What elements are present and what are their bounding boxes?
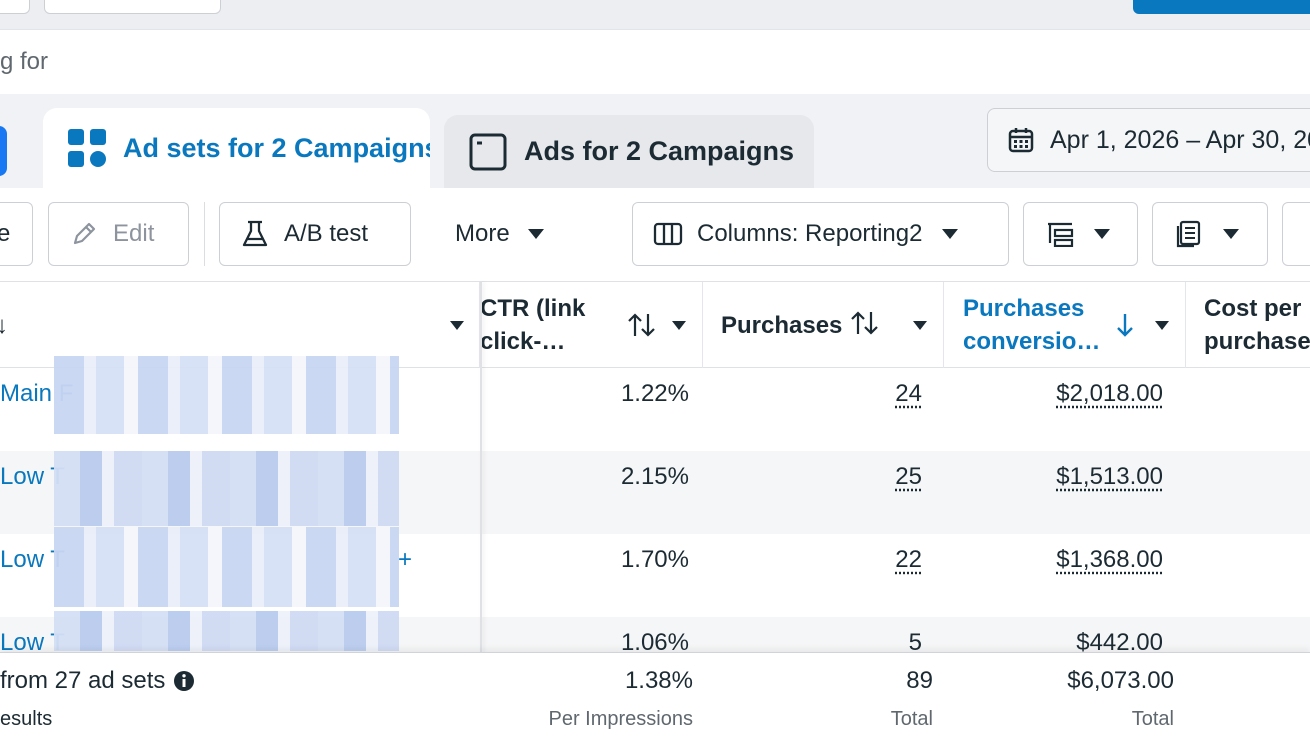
edit-button[interactable]: Edit: [48, 202, 189, 266]
summary-title: from 27 ad sets: [0, 667, 195, 695]
header-cpp-label: Cost per purchase: [1204, 295, 1310, 355]
info-icon[interactable]: [173, 670, 195, 692]
chevron-down-icon: [527, 229, 544, 239]
pcv-value[interactable]: $1,368.00: [1056, 546, 1163, 573]
breakdown-icon: [1048, 222, 1074, 247]
date-range-picker[interactable]: Apr 1, 2026 – Apr 30, 2026: [987, 108, 1310, 172]
table-row[interactable]: Main F 1.22% 24 $2,018.00: [0, 356, 1310, 451]
columns-icon: [653, 222, 683, 246]
chevron-down-icon: [1094, 229, 1110, 239]
summary-pcv-label: Total: [1131, 708, 1174, 730]
summary-purchases: 89: [906, 667, 933, 694]
pcv-value: $442.00: [1076, 629, 1163, 656]
primary-action-button-partial[interactable]: [1133, 0, 1310, 14]
header-pcv-label: Purchases conversio…: [963, 295, 1101, 355]
sort-arrow-icon: ↓: [0, 311, 8, 339]
duplicate-label-partial: e: [0, 220, 10, 248]
tab-ad-sets[interactable]: Ad sets for 2 Campaigns: [43, 108, 430, 188]
summary-ctr-label: Per Impressions: [548, 708, 694, 730]
top-button-partial[interactable]: [0, 0, 30, 14]
chevron-down-icon: [942, 229, 959, 239]
table-row[interactable]: Low T + 1.70% 22 $1,368.00: [0, 527, 1310, 617]
pcv-value[interactable]: $1,513.00: [1056, 463, 1163, 490]
calendar-icon: [1008, 128, 1034, 153]
duplicate-button-partial[interactable]: e: [0, 202, 33, 266]
breakdown-dropdown[interactable]: [1023, 202, 1138, 266]
summary-purchases-label: Total: [890, 708, 933, 730]
pcv-value[interactable]: $2,018.00: [1056, 380, 1163, 407]
header-purchases-conversion-value[interactable]: Purchases conversio…: [944, 282, 1186, 368]
more-label: More: [455, 220, 510, 247]
table-row[interactable]: Low T 2.15% 25 $1,513.00: [0, 451, 1310, 534]
level-tabs: Ad sets for 2 Campaigns Ads for 2 Campai…: [0, 94, 1310, 188]
date-range-label: Apr 1, 2026 – Apr 30, 2026: [1050, 125, 1310, 154]
redacted-area: [54, 451, 399, 526]
purchases-value[interactable]: 24: [895, 380, 922, 407]
ctr-value: 1.06%: [620, 629, 689, 656]
ads-window-icon: [469, 133, 507, 170]
header-name[interactable]: ↓: [0, 282, 480, 368]
search-row[interactable]: g for: [0, 30, 1310, 94]
reports-dropdown[interactable]: [1152, 202, 1268, 266]
chevron-down-icon[interactable]: [1155, 321, 1169, 330]
ad-sets-grid-icon: [68, 129, 106, 167]
frozen-column-divider: [480, 282, 482, 752]
tab-ad-sets-label: Ad sets for 2 Campaigns: [123, 132, 430, 163]
ctr-value: 1.70%: [620, 546, 689, 573]
ad-set-name-suffix: +: [398, 546, 413, 573]
beaker-icon: [242, 220, 268, 247]
ab-test-button[interactable]: A/B test: [219, 202, 411, 266]
sort-descending-icon[interactable]: [1115, 312, 1135, 338]
chevron-down-icon[interactable]: [450, 321, 464, 330]
ab-test-label: A/B test: [284, 220, 369, 247]
toolbar: e Edit A/B test More: [0, 188, 1310, 282]
table-header: ↓ CTR (link click-… Purchases: [0, 282, 1310, 368]
purchases-value[interactable]: 22: [895, 546, 922, 573]
edit-label: Edit: [113, 220, 155, 247]
redacted-area: [54, 611, 399, 651]
ad-set-name-cell[interactable]: Low T: [0, 611, 480, 700]
pencil-icon: [73, 222, 96, 245]
columns-dropdown[interactable]: Columns: Reporting2: [632, 202, 1009, 266]
search-text: g for: [0, 48, 49, 75]
redacted-area: [54, 527, 399, 607]
summary-row: from 27 ad sets esults 1.38% Per Impress…: [0, 652, 1310, 752]
ad-set-name-cell[interactable]: Low T: [0, 451, 480, 534]
toolbar-divider: [204, 202, 205, 266]
chevron-down-icon: [1223, 229, 1239, 239]
top-bar: [0, 0, 1310, 30]
chevron-down-icon[interactable]: [672, 321, 686, 330]
ad-set-name-cell[interactable]: Main F: [0, 356, 480, 451]
tab-ads-label: Ads for 2 Campaigns: [524, 136, 795, 166]
ctr-value: 2.15%: [620, 463, 689, 490]
purchases-value[interactable]: 25: [895, 463, 922, 490]
summary-pcv: $6,073.00: [1067, 667, 1174, 694]
header-purchases-label: Purchases: [721, 311, 843, 339]
columns-label: Columns: Reporting2: [697, 220, 923, 247]
ad-set-name-cell[interactable]: Low T +: [0, 527, 480, 617]
more-dropdown[interactable]: More: [430, 202, 580, 266]
ad-sets-table: ↓ CTR (link click-… Purchases: [0, 282, 1310, 752]
tab-campaigns-partial[interactable]: [0, 126, 7, 176]
tab-ads[interactable]: Ads for 2 Campaigns: [444, 115, 814, 188]
sort-both-icon[interactable]: [627, 312, 657, 338]
header-cost-per-purchase[interactable]: Cost per purchase: [1186, 282, 1310, 368]
header-ctr[interactable]: CTR (link click-…: [480, 282, 703, 368]
chevron-down-icon[interactable]: [913, 321, 927, 330]
header-ctr-label: CTR (link click-…: [480, 295, 586, 355]
toolbar-button-partial[interactable]: [1282, 202, 1310, 266]
sort-both-icon[interactable]: [850, 310, 880, 336]
reports-icon: [1176, 220, 1201, 248]
summary-title-label: from 27 ad sets: [0, 667, 166, 694]
top-dropdown-partial[interactable]: [44, 0, 221, 14]
redacted-area: [54, 356, 399, 434]
summary-ctr: 1.38%: [624, 667, 693, 694]
purchases-value: 5: [908, 629, 922, 656]
header-purchases[interactable]: Purchases: [703, 282, 944, 368]
ctr-value: 1.22%: [620, 380, 689, 407]
summary-subtitle: esults: [0, 708, 53, 730]
